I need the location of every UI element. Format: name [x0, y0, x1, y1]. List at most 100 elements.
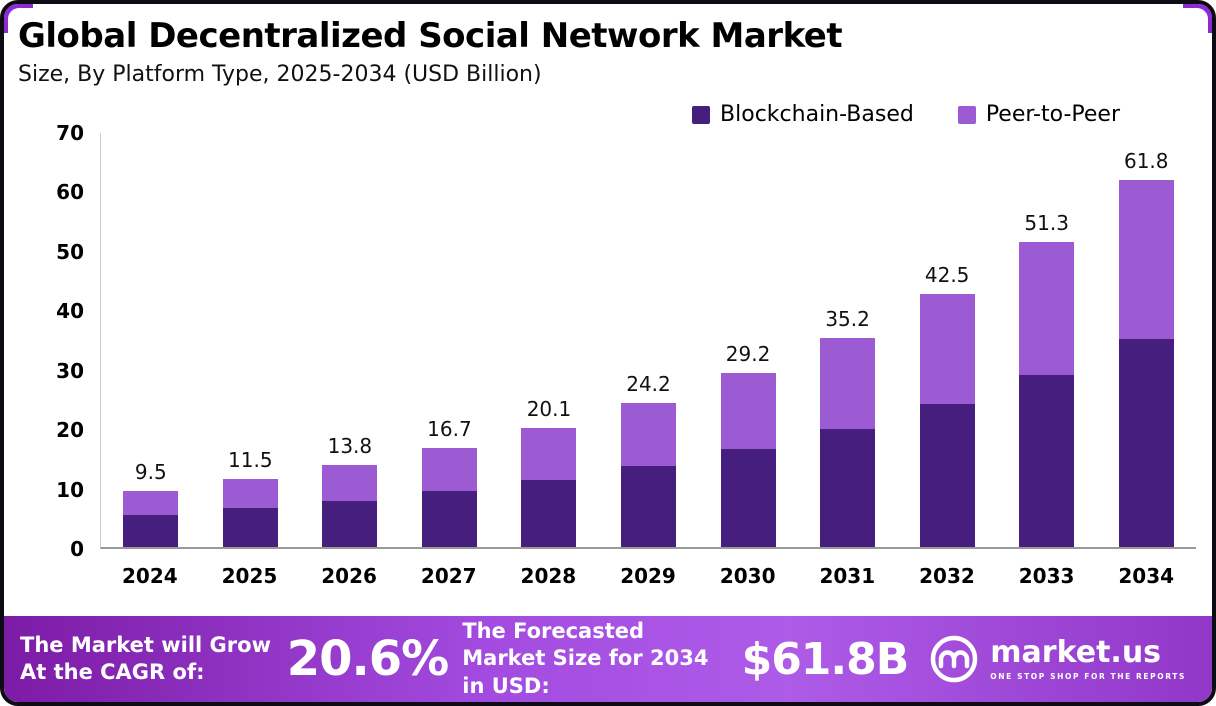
- corner-accent-top-right: [1183, 4, 1212, 33]
- segment-peer-to-peer: [720, 373, 776, 449]
- bar-2025: [222, 478, 278, 547]
- footer-banner: The Market will Grow At the CAGR of: 20.…: [4, 616, 1212, 702]
- bar-group-2029: 24.2: [599, 372, 699, 547]
- corner-accent-top-left: [4, 4, 33, 33]
- bar-total-label: 29.2: [725, 342, 771, 367]
- x-axis-label-2033: 2033: [1018, 564, 1075, 588]
- bar-group-2025: 11.5: [201, 448, 301, 547]
- bar-total-label: 13.8: [327, 434, 373, 458]
- segment-blockchain-based: [1118, 339, 1174, 547]
- segment-blockchain-based: [521, 479, 577, 547]
- forecast-value: $61.8B: [741, 633, 910, 685]
- bar-2027: [421, 447, 477, 547]
- segment-blockchain-based: [720, 448, 776, 547]
- bar-group-2026: 13.8: [300, 434, 400, 547]
- segment-blockchain-based: [820, 428, 876, 547]
- segment-blockchain-based: [1019, 374, 1075, 547]
- bar-total-label: 61.8: [1123, 148, 1169, 173]
- segment-blockchain-based: [421, 491, 477, 547]
- bar-total-label: 35.2: [825, 306, 870, 331]
- y-axis-label-0: 0: [70, 537, 84, 561]
- bar-2029: [621, 403, 676, 547]
- bar-2034: [1118, 179, 1174, 547]
- y-axis-label-40: 40: [56, 299, 84, 324]
- bar-group-2028: 20.1: [499, 397, 599, 547]
- bar-group-2031: 35.2: [798, 307, 898, 547]
- x-axis-label-2025: 2025: [221, 564, 278, 588]
- bar-group-2032: 42.5: [897, 263, 997, 547]
- bar-group-2027: 16.7: [400, 417, 500, 547]
- bar-2033: [1019, 242, 1075, 547]
- bar-total-label: 51.3: [1024, 211, 1069, 236]
- segment-peer-to-peer: [421, 447, 477, 492]
- page-title: Global Decentralized Social Network Mark…: [18, 16, 843, 56]
- legend-item-blockchain-based: Blockchain-Based: [692, 102, 914, 127]
- bar-total-label: 20.1: [526, 396, 572, 421]
- segment-blockchain-based: [322, 500, 378, 547]
- y-axis-label-20: 20: [56, 418, 84, 443]
- cagr-label: The Market will Grow At the CAGR of:: [20, 632, 271, 684]
- plot-area: 9.5 11.5 13.8 16.7 20.1 24.2 29.2 35.2 42.5 51.3 6…: [100, 133, 1196, 549]
- segment-peer-to-peer: [222, 478, 278, 509]
- segment-blockchain-based: [123, 514, 179, 547]
- y-axis-label-70: 70: [56, 121, 84, 145]
- segment-peer-to-peer: [919, 294, 975, 405]
- bar-2032: [919, 294, 975, 547]
- bar-total-label: 42.5: [924, 263, 970, 288]
- segment-peer-to-peer: [1019, 242, 1075, 375]
- market-us-logo-icon: [928, 633, 980, 685]
- brand-text: market.us ONE STOP SHOP FOR THE REPORTS: [990, 637, 1186, 681]
- bar-total-label: 11.5: [228, 447, 273, 472]
- segment-peer-to-peer: [621, 403, 676, 466]
- x-axis: 2024 2025 2026 2027 2028 2029 2030 2031 2032 2033…: [100, 564, 1196, 588]
- x-axis-label-2030: 2030: [719, 564, 776, 588]
- segment-blockchain-based: [621, 465, 676, 547]
- segment-peer-to-peer: [1118, 179, 1174, 339]
- bar-2026: [322, 465, 378, 547]
- x-axis-label-2026: 2026: [321, 564, 377, 588]
- cagr-value: 20.6%: [286, 631, 450, 687]
- x-axis-label-2032: 2032: [919, 564, 975, 588]
- bar-2030: [720, 373, 776, 547]
- chart-header: Global Decentralized Social Network Mark…: [4, 4, 1212, 87]
- x-axis-label-2034: 2034: [1118, 564, 1175, 588]
- segment-peer-to-peer: [521, 427, 577, 480]
- segment-blockchain-based: [222, 508, 278, 547]
- bar-2031: [820, 337, 876, 547]
- x-axis-label-2029: 2029: [620, 564, 676, 588]
- legend-label-peer-to-peer: Peer-to-Peer: [985, 102, 1120, 127]
- legend: Blockchain-Based Peer-to-Peer: [692, 102, 1120, 127]
- y-axis-label-30: 30: [56, 358, 84, 383]
- bar-group-2030: 29.2: [698, 342, 798, 547]
- bar-group-2033: 51.3: [997, 211, 1097, 547]
- brand-tagline: ONE STOP SHOP FOR THE REPORTS: [990, 671, 1186, 681]
- legend-label-blockchain-based: Blockchain-Based: [720, 102, 914, 127]
- segment-peer-to-peer: [123, 490, 179, 515]
- x-axis-label-2024: 2024: [121, 564, 178, 588]
- x-axis-label-2031: 2031: [819, 564, 876, 588]
- page-subtitle: Size, By Platform Type, 2025-2034 (USD B…: [18, 62, 542, 88]
- brand-name: market.us: [990, 635, 1162, 671]
- brand-lockup: market.us ONE STOP SHOP FOR THE REPORTS: [928, 633, 1196, 685]
- bar-2024: [123, 490, 179, 547]
- bar-group-2034: 61.8: [1096, 149, 1196, 547]
- bar-total-label: 16.7: [427, 416, 472, 441]
- bar-total-label: 9.5: [134, 459, 167, 484]
- y-axis-label-50: 50: [56, 239, 84, 264]
- bar-2028: [521, 427, 577, 547]
- y-axis-label-10: 10: [56, 477, 84, 502]
- segment-blockchain-based: [919, 404, 975, 547]
- y-axis-label-60: 60: [56, 180, 84, 205]
- bar-group-2024: 9.5: [101, 460, 201, 547]
- x-axis-label-2028: 2028: [520, 564, 577, 588]
- x-axis-label-2027: 2027: [420, 564, 477, 588]
- segment-peer-to-peer: [820, 337, 876, 429]
- legend-item-peer-to-peer: Peer-to-Peer: [957, 102, 1120, 127]
- legend-swatch-peer-to-peer-icon: [957, 105, 976, 124]
- y-axis: 0 10 20 30 40 50 60 70: [42, 121, 84, 561]
- segment-peer-to-peer: [322, 465, 378, 501]
- forecast-label: The Forecasted Market Size for 2034 in U…: [462, 619, 709, 698]
- bar-total-label: 24.2: [626, 372, 671, 397]
- legend-swatch-blockchain-based-icon: [692, 105, 711, 124]
